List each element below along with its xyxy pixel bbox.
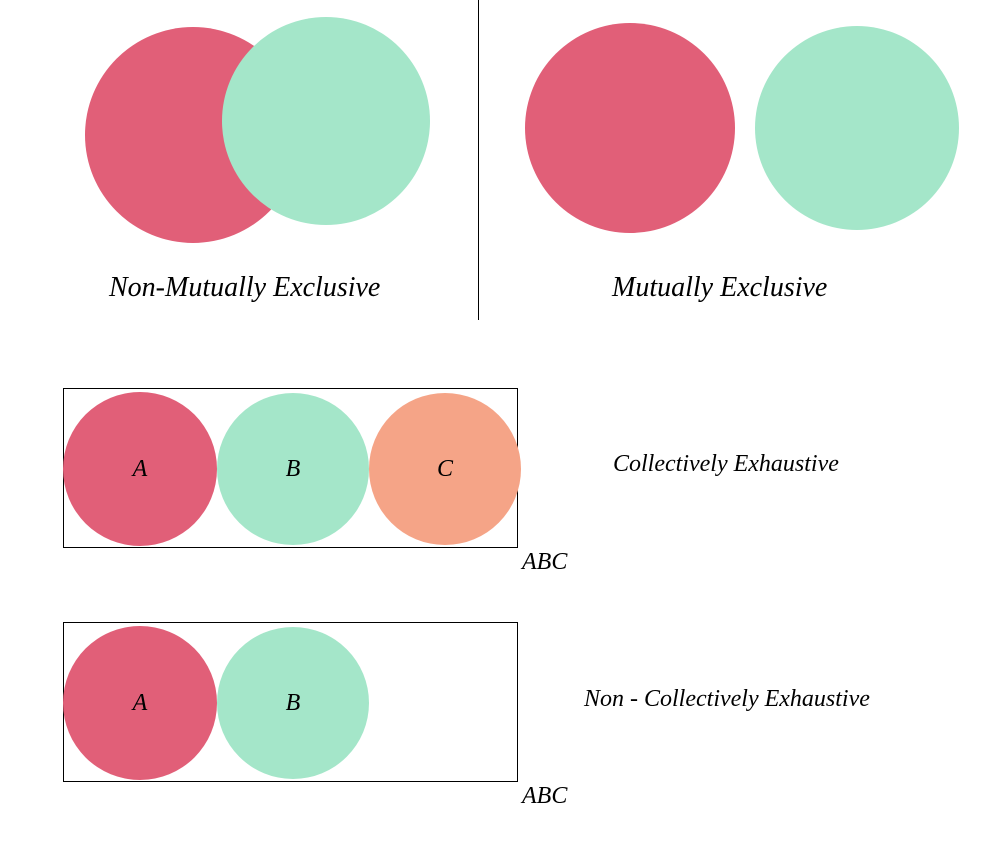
caption-non-mutually-exclusive: Non-Mutually Exclusive — [109, 272, 380, 304]
row1-circle-a-label: A — [63, 626, 217, 780]
row0-circle-c-label: C — [369, 393, 521, 545]
vertical-divider — [478, 0, 479, 320]
top-right-circle-a — [525, 23, 735, 233]
row0-box-label: ABC — [522, 549, 567, 576]
row1-title: Non - Collectively Exhaustive — [584, 686, 870, 713]
row1-circle-b-label: B — [217, 627, 369, 779]
top-right-circle-b — [755, 26, 959, 230]
row1-box-label: ABC — [522, 783, 567, 810]
top-left-circle-b — [222, 17, 430, 225]
row0-circle-b-label: B — [217, 393, 369, 545]
row0-title: Collectively Exhaustive — [613, 451, 839, 478]
diagram-stage: Non-Mutually Exclusive Mutually Exclusiv… — [0, 0, 1000, 847]
caption-mutually-exclusive: Mutually Exclusive — [612, 272, 827, 304]
row0-circle-a-label: A — [63, 392, 217, 546]
